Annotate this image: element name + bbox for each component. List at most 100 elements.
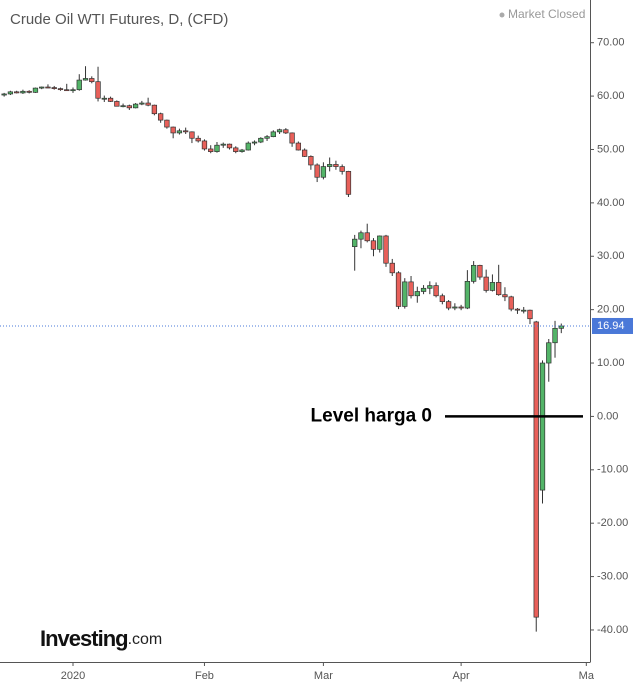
y-tick-label: 70.00 bbox=[597, 37, 625, 49]
candle-body bbox=[195, 137, 201, 142]
x-tick-label: Mar bbox=[314, 670, 333, 682]
candle-body bbox=[452, 306, 458, 309]
candle-body bbox=[483, 276, 489, 291]
logo: Investing.com bbox=[40, 626, 162, 651]
x-tick-label: 2020 bbox=[61, 670, 85, 682]
candle-body bbox=[389, 262, 395, 274]
y-tick-label: 40.00 bbox=[597, 197, 625, 209]
candle-body bbox=[408, 281, 414, 297]
candle-body bbox=[214, 144, 220, 152]
y-tick-label: -30.00 bbox=[597, 570, 628, 582]
y-tick-label: -10.00 bbox=[597, 464, 628, 476]
candle-body bbox=[496, 282, 502, 296]
candle-body bbox=[107, 97, 114, 102]
candle-body bbox=[101, 97, 107, 100]
candle-body bbox=[445, 301, 452, 309]
candle-body bbox=[427, 285, 433, 289]
candle-body bbox=[508, 296, 514, 310]
candle-body bbox=[183, 130, 189, 133]
candle-body bbox=[295, 142, 302, 151]
last-price-box bbox=[592, 317, 633, 334]
candle-body bbox=[14, 91, 20, 94]
candle-body bbox=[270, 131, 276, 138]
candle-body bbox=[552, 327, 558, 344]
candle-body bbox=[170, 126, 176, 134]
candle-body bbox=[420, 287, 427, 292]
candle-body bbox=[26, 90, 32, 93]
candle-body bbox=[339, 166, 345, 172]
candle-body bbox=[239, 149, 245, 152]
candle-body bbox=[358, 232, 364, 240]
candle-body bbox=[126, 105, 132, 109]
chart-title: Crude Oil WTI Futures, D, (CFD) bbox=[10, 11, 228, 28]
candle-body bbox=[502, 294, 508, 298]
candle-body bbox=[1, 93, 7, 96]
candle-body bbox=[70, 89, 76, 92]
candle-body bbox=[45, 86, 51, 89]
last-price-label: 16.94 bbox=[597, 320, 625, 332]
candle-body bbox=[308, 156, 314, 166]
annotation-text: Level harga 0 bbox=[311, 405, 432, 426]
y-tick-label: 0.00 bbox=[597, 410, 618, 422]
x-tick-label: Apr bbox=[453, 670, 470, 682]
candle-body bbox=[20, 90, 26, 94]
candle-body bbox=[276, 129, 283, 133]
candle-body bbox=[327, 164, 333, 167]
candle-body bbox=[527, 309, 533, 320]
y-tick-label: -40.00 bbox=[597, 624, 628, 636]
candle-body bbox=[377, 235, 383, 250]
x-tick-label: Ma bbox=[579, 670, 595, 682]
candle-body bbox=[320, 166, 327, 178]
y-tick-label: 50.00 bbox=[597, 143, 625, 155]
candle-body bbox=[208, 148, 214, 152]
candle-body bbox=[39, 86, 45, 89]
y-tick-label: 60.00 bbox=[597, 90, 625, 102]
y-tick-label: 30.00 bbox=[597, 250, 625, 262]
candle-body bbox=[433, 285, 439, 297]
candle-body bbox=[370, 240, 377, 250]
candle-body bbox=[226, 143, 233, 149]
candle-body bbox=[220, 143, 226, 146]
candle-body bbox=[402, 281, 408, 307]
candle-body bbox=[251, 141, 258, 144]
candle-body bbox=[352, 238, 358, 247]
candle-body bbox=[464, 281, 471, 309]
candle-body bbox=[439, 295, 445, 302]
candle-body bbox=[245, 142, 251, 151]
candle-body bbox=[82, 78, 89, 81]
candle-body bbox=[201, 140, 208, 150]
candle-body bbox=[414, 291, 420, 297]
candle-body bbox=[314, 164, 320, 178]
candle-body bbox=[470, 264, 477, 282]
candle-body bbox=[145, 102, 151, 106]
candle-body bbox=[539, 362, 546, 491]
candle-body bbox=[120, 105, 126, 108]
candle-body bbox=[521, 309, 527, 312]
candle-body bbox=[64, 89, 70, 92]
candle-body bbox=[32, 87, 39, 93]
candle-body bbox=[301, 149, 308, 157]
candle-body bbox=[458, 306, 464, 309]
y-tick-label: -20.00 bbox=[597, 517, 628, 529]
y-tick-label: 10.00 bbox=[597, 357, 625, 369]
candle-body bbox=[364, 232, 370, 242]
x-tick-label: Feb bbox=[195, 670, 214, 682]
candle-body bbox=[333, 164, 339, 167]
candle-body bbox=[289, 132, 295, 144]
candle-body bbox=[189, 131, 195, 139]
candle-body bbox=[383, 235, 389, 264]
candle-body bbox=[51, 87, 57, 89]
status-dot bbox=[499, 12, 505, 18]
y-tick-label: 20.00 bbox=[597, 304, 625, 316]
logo-name: Investing bbox=[40, 626, 128, 651]
candle-body bbox=[546, 342, 552, 364]
candle-body bbox=[258, 137, 264, 143]
candle-body bbox=[157, 113, 164, 121]
candle-body bbox=[477, 264, 483, 278]
candle-body bbox=[489, 282, 496, 291]
candle-body bbox=[76, 79, 82, 91]
candle-body bbox=[7, 91, 14, 95]
candle-body bbox=[164, 119, 170, 128]
